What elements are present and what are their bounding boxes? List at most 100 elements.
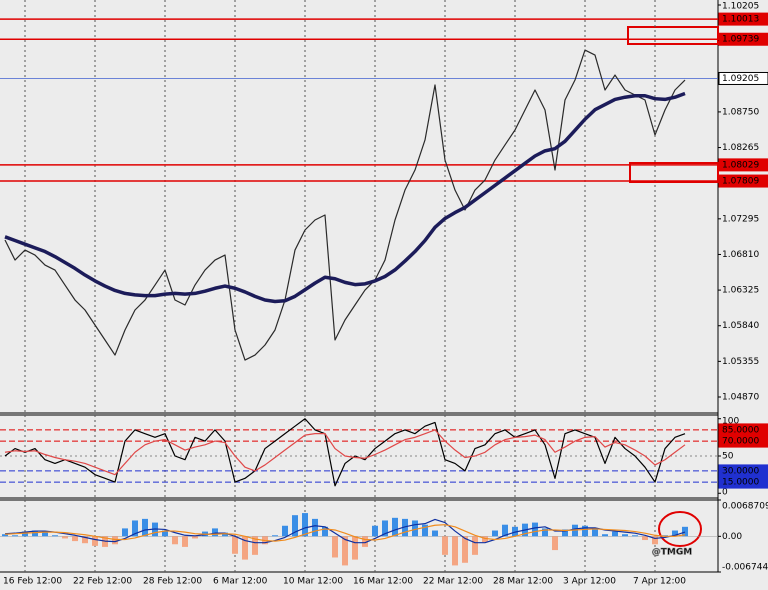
- price-label: 15.0000: [722, 478, 759, 488]
- bar: [672, 530, 678, 537]
- bar: [412, 520, 418, 537]
- bar: [632, 535, 638, 537]
- bar: [112, 536, 118, 545]
- bar: [272, 535, 278, 537]
- bar: [212, 528, 218, 537]
- series-line: [4, 91, 686, 304]
- y-tick-label: 0.00: [722, 532, 742, 542]
- y-tick-label: 1.04870: [722, 393, 759, 403]
- bar: [432, 530, 438, 537]
- y-tick-label: 50: [722, 452, 734, 462]
- x-tick-label: 3 Apr 12:00: [563, 577, 616, 587]
- bar: [622, 534, 628, 537]
- y-tick-label: 100: [722, 417, 739, 427]
- bar: [282, 525, 288, 537]
- bar: [482, 536, 488, 543]
- x-tick-label: 28 Feb 12:00: [143, 577, 202, 587]
- bar: [52, 535, 58, 537]
- bar: [552, 536, 558, 551]
- x-tick-label: 7 Apr 12:00: [633, 577, 686, 587]
- bar: [352, 536, 358, 560]
- price-label: 70.0000: [722, 437, 759, 447]
- bar: [532, 522, 538, 537]
- price-label-box: [718, 158, 768, 172]
- bar: [582, 525, 588, 537]
- bar: [542, 528, 548, 537]
- bar: [32, 530, 38, 537]
- bar: [92, 536, 98, 546]
- bar: [602, 534, 608, 537]
- y-tick-label: 1.08265: [722, 143, 759, 153]
- bar: [472, 536, 478, 555]
- x-tick-label: 16 Feb 12:00: [3, 577, 62, 587]
- bar: [502, 524, 508, 537]
- price-label: 85.0000: [722, 425, 759, 435]
- annotation-box: [627, 26, 719, 45]
- price-label-box: [718, 475, 768, 489]
- price-label: 1.07809: [722, 177, 759, 187]
- annotation-box: [629, 162, 719, 183]
- x-tick-label: 6 Mar 12:00: [213, 577, 268, 587]
- y-tick-label: 0.0068709: [722, 502, 768, 512]
- price-label: 1.09739: [722, 35, 759, 45]
- bar: [392, 517, 398, 537]
- bar: [382, 520, 388, 537]
- series-line: [4, 524, 686, 542]
- y-tick-label: 1.08750: [722, 107, 759, 117]
- y-tick-label: 1.06325: [722, 286, 759, 296]
- bar: [2, 534, 8, 537]
- price-label-box: [718, 174, 768, 188]
- bar: [42, 531, 48, 537]
- price-label-box: [718, 12, 768, 26]
- bar: [652, 536, 658, 545]
- bar: [22, 531, 28, 537]
- y-tick-label: 1.05355: [722, 357, 759, 367]
- bar: [422, 524, 428, 537]
- bar: [12, 535, 18, 537]
- bar: [332, 536, 338, 558]
- series-line: [4, 429, 686, 476]
- bar: [82, 536, 88, 544]
- bar: [322, 526, 328, 537]
- bar: [452, 536, 458, 566]
- bar: [492, 530, 498, 537]
- price-label-box: [718, 434, 768, 448]
- bar: [612, 531, 618, 537]
- x-tick-label: 28 Mar 12:00: [493, 577, 553, 587]
- x-tick-label: 22 Feb 12:00: [73, 577, 132, 587]
- bar: [192, 536, 198, 539]
- bar: [302, 513, 308, 537]
- bar: [242, 536, 248, 560]
- bar: [132, 520, 138, 537]
- x-tick-label: 16 Mar 12:00: [353, 577, 413, 587]
- bar: [232, 536, 238, 554]
- bar: [172, 536, 178, 545]
- bar: [402, 518, 408, 537]
- series-line: [4, 49, 686, 361]
- series-line: [4, 418, 686, 487]
- bar: [252, 536, 258, 555]
- y-tick-label: 1.07295: [722, 214, 759, 224]
- x-tick-label: 10 Mar 12:00: [283, 577, 343, 587]
- bar: [442, 536, 448, 555]
- price-label-box: [718, 32, 768, 46]
- bar: [72, 536, 78, 542]
- y-tick-label: -0.0067446: [722, 563, 768, 573]
- bar: [312, 518, 318, 537]
- bar: [592, 528, 598, 537]
- bar: [642, 536, 648, 541]
- bar: [182, 536, 188, 547]
- y-tick-label: 0: [722, 488, 728, 498]
- bar: [682, 526, 688, 537]
- x-tick-label: 22 Mar 12:00: [423, 577, 483, 587]
- price-label: 1.09205: [722, 74, 759, 84]
- y-tick-label: 1.06810: [722, 250, 759, 260]
- bar: [222, 532, 228, 537]
- bar: [462, 536, 468, 563]
- bar: [292, 515, 298, 537]
- bar: [362, 536, 368, 547]
- price-label: 1.08029: [722, 160, 759, 170]
- bar: [162, 530, 168, 537]
